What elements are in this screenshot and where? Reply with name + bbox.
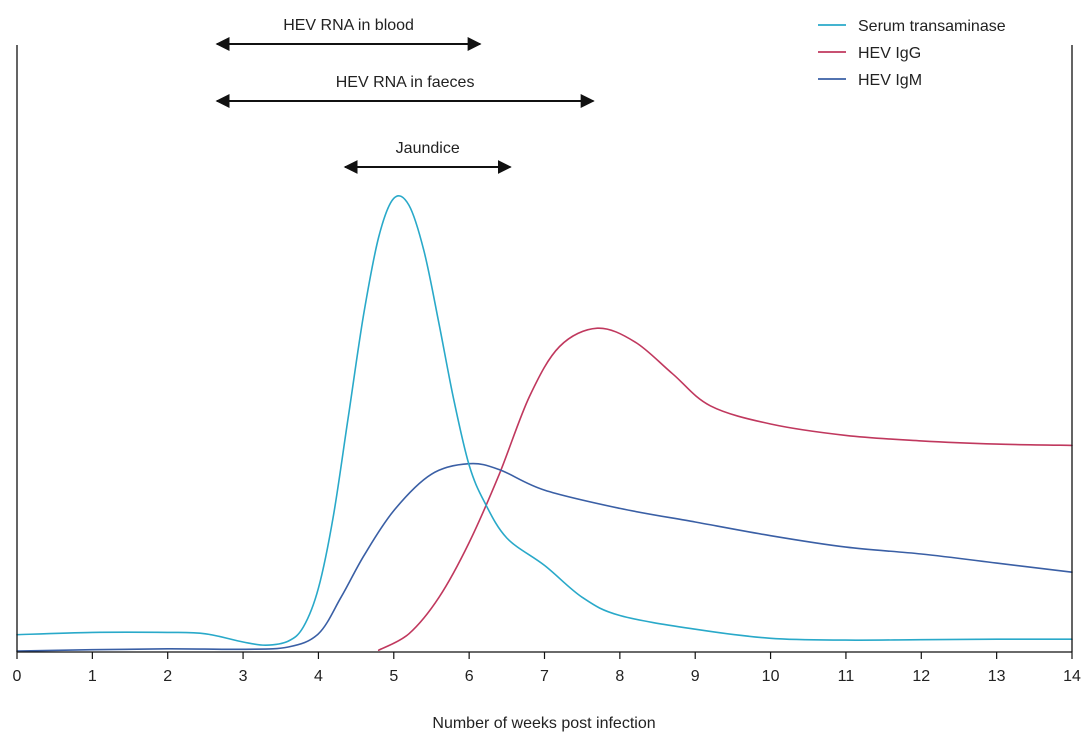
x-tick-label: 11 [838,668,855,685]
x-tick-label: 4 [314,668,323,685]
x-tick-label: 7 [540,668,549,685]
x-tick-label: 6 [465,668,474,685]
x-axis-title: Number of weeks post infection [432,715,655,732]
annotation-layer: HEV RNA in blood HEV RNA in faeces Jaundic… [215,17,595,174]
legend-label-serum-transaminase: Serum transaminase [858,18,1006,35]
series-line-hev-igg [377,327,1073,651]
series-line-hev-igm [16,462,1073,652]
x-tick-label: 13 [988,668,1006,685]
x-tick-label: 12 [912,668,930,685]
legend: Serum transaminase HEV IgG HEV IgM [818,18,1006,89]
series-layer [16,195,1073,652]
x-tick-label: 2 [163,668,172,685]
annotation-label-jaundice: Jaundice [396,140,460,157]
legend-label-hev-igm: HEV IgM [858,72,922,89]
annotation-label-hev-rna-in-blood: HEV RNA in blood [283,17,414,34]
x-tick-label: 8 [615,668,624,685]
x-tick-label: 10 [762,668,780,685]
x-tick-label: 3 [239,668,248,685]
x-tick-label: 14 [1063,668,1081,685]
annotation-label-hev-rna-in-faeces: HEV RNA in faeces [336,74,475,91]
x-tick-label: 1 [88,668,97,685]
x-tick-label: 9 [691,668,700,685]
x-axis-ticks: 0 1 2 3 4 5 6 7 8 9 10 11 12 13 14 [13,652,1081,685]
series-line-serum-transaminase [16,195,1073,647]
x-tick-label: 5 [389,668,398,685]
legend-label-hev-igg: HEV IgG [858,45,921,62]
x-tick-label: 0 [13,668,22,685]
